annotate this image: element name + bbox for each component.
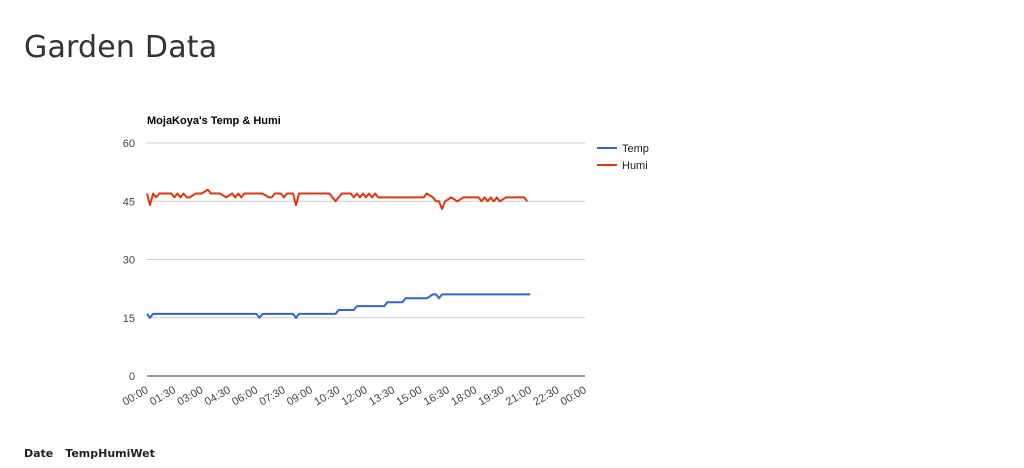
y-tick-label: 0 (129, 371, 135, 383)
gridlines (147, 142, 585, 377)
x-tick-label: 00:00 (121, 384, 151, 408)
y-tick-label: 45 (123, 196, 135, 208)
x-tick-label: 03:00 (175, 384, 205, 408)
data-table: Date Temp Humi Wet (24, 447, 155, 460)
x-tick-label: 13:30 (367, 384, 397, 408)
y-tick-label: 30 (123, 255, 135, 267)
series-lines (146, 188, 531, 319)
x-tick-label: 19:30 (477, 384, 507, 408)
series-line-temp (146, 293, 531, 319)
x-tick-label: 18:00 (449, 384, 479, 408)
x-tick-labels: 00:0001:3003:0004:3006:0007:3009:0010:30… (121, 384, 589, 408)
y-tick-labels: 0 15 30 45 60 (123, 138, 135, 383)
table-header-date: Date (24, 447, 54, 460)
table-header-row: Date Temp Humi Wet (24, 447, 155, 460)
y-tick-label: 60 (123, 138, 135, 150)
x-tick-label: 12:00 (340, 384, 370, 408)
x-tick-label: 10:30 (312, 384, 342, 408)
series-line-humi (146, 188, 528, 210)
x-tick-label: 04:30 (203, 384, 233, 408)
line-chart: MojaKoya's Temp & Humi 0 15 30 45 60 00:00 01… (121, 115, 649, 408)
legend-label-humi: Humi (622, 160, 648, 172)
x-tick-label: 01:30 (148, 384, 178, 408)
x-tick-label: 22:30 (531, 384, 561, 408)
x-tick-label: 09:00 (285, 384, 315, 408)
x-tick-label: 06:00 (230, 384, 260, 408)
y-tick-label: 15 (123, 313, 135, 325)
legend: Temp Humi (597, 143, 649, 172)
x-tick-label: 16:30 (422, 384, 452, 408)
table-header-temp: Temp (65, 447, 99, 460)
chart-title: MojaKoya's Temp & Humi (147, 115, 281, 127)
table-header-humi: Humi (98, 447, 131, 460)
page-title: Garden Data (24, 30, 218, 65)
x-tick-label: 07:30 (258, 384, 288, 408)
x-tick-label: 21:00 (504, 384, 534, 408)
table-header-wet: Wet (130, 447, 155, 460)
x-tick-label: 00:00 (559, 384, 589, 408)
legend-label-temp: Temp (622, 143, 649, 155)
x-tick-label: 15:00 (394, 384, 424, 408)
